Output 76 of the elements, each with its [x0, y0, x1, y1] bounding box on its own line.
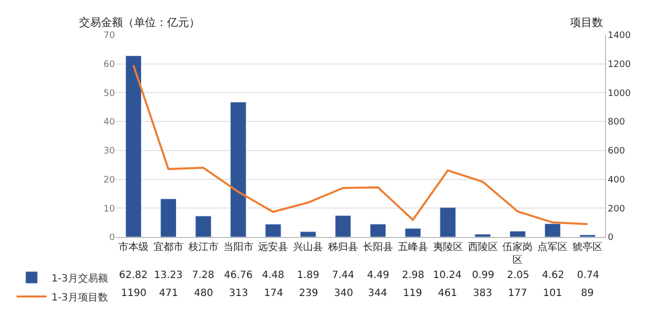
- data-label: 89: [581, 288, 594, 299]
- bar: [334, 215, 352, 237]
- y2-tick-label: 600: [608, 146, 626, 157]
- bar: [160, 198, 176, 237]
- bar: [474, 234, 491, 237]
- x-tick-label: 伍家岗区: [502, 241, 533, 266]
- y2-tick-label: 800: [608, 118, 626, 128]
- x-tick-label: 远安县: [258, 241, 288, 253]
- y-tick-label: 20: [104, 175, 116, 186]
- y-axis-title: 交易金额（单位：亿元）: [79, 16, 200, 29]
- x-tick-label: 西陵区: [468, 241, 498, 253]
- data-label: 177: [508, 288, 528, 299]
- data-label: 239: [299, 288, 318, 299]
- data-label: 4.62: [542, 270, 564, 281]
- x-tick-label: 秭归县: [328, 241, 358, 253]
- data-label: 101: [543, 288, 562, 299]
- y-tick-label: 60: [104, 60, 116, 70]
- data-label: 62.82: [119, 270, 148, 281]
- y2-tick-label: 200: [608, 204, 626, 214]
- data-label: 0.74: [577, 270, 600, 281]
- y-tick-label: 0: [109, 233, 116, 244]
- bar: [265, 224, 282, 237]
- data-label: 2.05: [507, 270, 530, 281]
- y-tick-label: 10: [104, 204, 116, 214]
- bar: [195, 216, 212, 237]
- x-tick-label: 兴山县: [293, 241, 324, 253]
- x-tick-label: 宜都市: [153, 241, 184, 253]
- data-label: 46.76: [224, 270, 253, 281]
- x-tick-label: 当阳市: [223, 241, 254, 253]
- data-label: 7.44: [332, 270, 354, 281]
- y2-tick-label: 1200: [608, 60, 631, 70]
- x-tick-label: 夷陵区: [432, 241, 463, 253]
- y-tick-label: 40: [104, 118, 116, 128]
- bar: [544, 223, 561, 237]
- y-tick-label: 50: [104, 88, 116, 99]
- line-series: [132, 64, 589, 226]
- y2-tick-label: 1400: [608, 31, 631, 42]
- data-label: 471: [159, 288, 178, 299]
- y2-tick-label: 0: [608, 233, 614, 244]
- y2-axis-title: 项目数: [570, 16, 603, 29]
- y2-tick-label: 400: [608, 175, 626, 186]
- data-label: 383: [473, 288, 492, 299]
- data-label: 10.24: [433, 270, 462, 281]
- bar: [370, 224, 386, 237]
- data-label: 1.89: [297, 270, 320, 281]
- data-label: 119: [403, 288, 422, 299]
- x-tick-label: 五峰县: [398, 241, 428, 253]
- legend-label: 1-3月交易额: [52, 272, 108, 284]
- y-tick-label: 30: [104, 146, 116, 157]
- data-label: 4.48: [262, 270, 284, 281]
- x-tick-label: 猇亭区: [572, 241, 603, 253]
- x-tick-label: 枝江市: [187, 241, 218, 253]
- data-label: 344: [368, 288, 388, 299]
- bar: [440, 207, 456, 237]
- data-label: 174: [264, 288, 284, 299]
- data-label: 461: [438, 288, 458, 299]
- data-label: 4.49: [367, 270, 390, 281]
- data-label: 1190: [121, 288, 146, 299]
- x-tick-label: 长阳县: [362, 241, 393, 253]
- x-tick-label: 市本级: [118, 241, 148, 253]
- data-label: 7.28: [192, 270, 214, 281]
- data-label: 0.99: [472, 270, 494, 281]
- bar: [125, 55, 142, 237]
- bar: [404, 228, 421, 237]
- data-label: 2.98: [402, 270, 424, 281]
- legend-label: 1-3月项目数: [52, 292, 108, 304]
- x-tick-label: 点军区: [538, 241, 568, 253]
- data-label: 340: [334, 288, 354, 299]
- data-label: 313: [229, 288, 248, 299]
- bar: [510, 230, 526, 237]
- data-label: 13.23: [154, 270, 183, 281]
- y-tick-label: 70: [104, 31, 116, 42]
- bar: [230, 102, 246, 237]
- y2-tick-label: 1000: [608, 88, 631, 99]
- bar: [300, 231, 316, 237]
- data-label: 480: [194, 288, 214, 299]
